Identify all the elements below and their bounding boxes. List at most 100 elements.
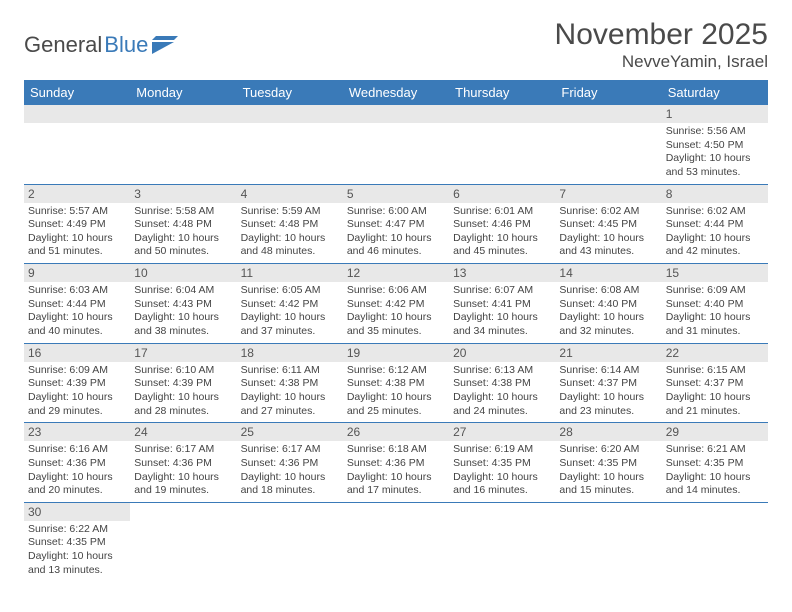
calendar-week-row: 16Sunrise: 6:09 AMSunset: 4:39 PMDayligh… (24, 343, 768, 423)
sunset-text: Sunset: 4:35 PM (559, 457, 657, 471)
calendar-day-cell (555, 105, 661, 184)
sunset-text: Sunset: 4:44 PM (666, 218, 764, 232)
sunrise-text: Sunrise: 6:17 AM (241, 443, 339, 457)
calendar-day-cell: 30Sunrise: 6:22 AMSunset: 4:35 PMDayligh… (24, 502, 130, 581)
logo-text-2: Blue (104, 32, 148, 58)
day-number: 29 (662, 423, 768, 441)
day-number: 4 (237, 185, 343, 203)
sunset-text: Sunset: 4:38 PM (241, 377, 339, 391)
sunrise-text: Sunrise: 6:01 AM (453, 205, 551, 219)
sunrise-text: Sunrise: 6:15 AM (666, 364, 764, 378)
location: NevveYamin, Israel (555, 52, 768, 72)
day-content: Sunrise: 6:05 AMSunset: 4:42 PMDaylight:… (237, 282, 343, 343)
day-number-blank (343, 105, 449, 123)
calendar-week-row: 23Sunrise: 6:16 AMSunset: 4:36 PMDayligh… (24, 423, 768, 503)
weekday-header: Sunday (24, 80, 130, 105)
sunrise-text: Sunrise: 6:17 AM (134, 443, 232, 457)
calendar-day-cell: 20Sunrise: 6:13 AMSunset: 4:38 PMDayligh… (449, 343, 555, 423)
sunrise-text: Sunrise: 6:13 AM (453, 364, 551, 378)
calendar-day-cell: 10Sunrise: 6:04 AMSunset: 4:43 PMDayligh… (130, 264, 236, 344)
sunrise-text: Sunrise: 6:08 AM (559, 284, 657, 298)
day-number: 25 (237, 423, 343, 441)
sunset-text: Sunset: 4:36 PM (28, 457, 126, 471)
sunrise-text: Sunrise: 6:18 AM (347, 443, 445, 457)
weekday-header: Wednesday (343, 80, 449, 105)
calendar-day-cell: 18Sunrise: 6:11 AMSunset: 4:38 PMDayligh… (237, 343, 343, 423)
day-number: 9 (24, 264, 130, 282)
sunset-text: Sunset: 4:35 PM (666, 457, 764, 471)
day-number: 14 (555, 264, 661, 282)
day-content: Sunrise: 6:02 AMSunset: 4:44 PMDaylight:… (662, 203, 768, 264)
day-number: 18 (237, 344, 343, 362)
day-number: 22 (662, 344, 768, 362)
sunrise-text: Sunrise: 6:22 AM (28, 523, 126, 537)
day-number: 10 (130, 264, 236, 282)
day-content: Sunrise: 6:15 AMSunset: 4:37 PMDaylight:… (662, 362, 768, 423)
sunrise-text: Sunrise: 6:02 AM (666, 205, 764, 219)
day-number-blank (555, 105, 661, 123)
sunrise-text: Sunrise: 6:14 AM (559, 364, 657, 378)
daylight-text: Daylight: 10 hours and 15 minutes. (559, 471, 657, 498)
weekday-header: Thursday (449, 80, 555, 105)
weekday-header: Saturday (662, 80, 768, 105)
sunrise-text: Sunrise: 6:21 AM (666, 443, 764, 457)
day-content: Sunrise: 6:08 AMSunset: 4:40 PMDaylight:… (555, 282, 661, 343)
sunset-text: Sunset: 4:41 PM (453, 298, 551, 312)
calendar-day-cell: 8Sunrise: 6:02 AMSunset: 4:44 PMDaylight… (662, 184, 768, 264)
calendar-day-cell: 23Sunrise: 6:16 AMSunset: 4:36 PMDayligh… (24, 423, 130, 503)
day-content: Sunrise: 6:20 AMSunset: 4:35 PMDaylight:… (555, 441, 661, 502)
calendar-day-cell: 13Sunrise: 6:07 AMSunset: 4:41 PMDayligh… (449, 264, 555, 344)
day-content: Sunrise: 6:17 AMSunset: 4:36 PMDaylight:… (237, 441, 343, 502)
daylight-text: Daylight: 10 hours and 48 minutes. (241, 232, 339, 259)
calendar-day-cell: 9Sunrise: 6:03 AMSunset: 4:44 PMDaylight… (24, 264, 130, 344)
calendar-week-row: 2Sunrise: 5:57 AMSunset: 4:49 PMDaylight… (24, 184, 768, 264)
sunset-text: Sunset: 4:37 PM (666, 377, 764, 391)
calendar-day-cell: 15Sunrise: 6:09 AMSunset: 4:40 PMDayligh… (662, 264, 768, 344)
sunrise-text: Sunrise: 6:03 AM (28, 284, 126, 298)
sunset-text: Sunset: 4:40 PM (559, 298, 657, 312)
sunrise-text: Sunrise: 6:09 AM (666, 284, 764, 298)
calendar-day-cell: 28Sunrise: 6:20 AMSunset: 4:35 PMDayligh… (555, 423, 661, 503)
daylight-text: Daylight: 10 hours and 25 minutes. (347, 391, 445, 418)
sunrise-text: Sunrise: 6:04 AM (134, 284, 232, 298)
calendar-day-cell (24, 105, 130, 184)
day-content: Sunrise: 6:10 AMSunset: 4:39 PMDaylight:… (130, 362, 236, 423)
day-content: Sunrise: 5:58 AMSunset: 4:48 PMDaylight:… (130, 203, 236, 264)
day-content: Sunrise: 6:09 AMSunset: 4:40 PMDaylight:… (662, 282, 768, 343)
calendar-day-cell: 27Sunrise: 6:19 AMSunset: 4:35 PMDayligh… (449, 423, 555, 503)
day-number-blank (237, 105, 343, 123)
day-content: Sunrise: 6:03 AMSunset: 4:44 PMDaylight:… (24, 282, 130, 343)
calendar-day-cell: 6Sunrise: 6:01 AMSunset: 4:46 PMDaylight… (449, 184, 555, 264)
calendar-week-row: 9Sunrise: 6:03 AMSunset: 4:44 PMDaylight… (24, 264, 768, 344)
sunset-text: Sunset: 4:43 PM (134, 298, 232, 312)
day-number: 7 (555, 185, 661, 203)
day-number: 26 (343, 423, 449, 441)
calendar-day-cell (130, 502, 236, 581)
sunset-text: Sunset: 4:36 PM (241, 457, 339, 471)
daylight-text: Daylight: 10 hours and 42 minutes. (666, 232, 764, 259)
sunset-text: Sunset: 4:50 PM (666, 139, 764, 153)
day-content: Sunrise: 6:19 AMSunset: 4:35 PMDaylight:… (449, 441, 555, 502)
daylight-text: Daylight: 10 hours and 16 minutes. (453, 471, 551, 498)
day-number: 20 (449, 344, 555, 362)
sunset-text: Sunset: 4:44 PM (28, 298, 126, 312)
weekday-header: Tuesday (237, 80, 343, 105)
calendar-day-cell: 21Sunrise: 6:14 AMSunset: 4:37 PMDayligh… (555, 343, 661, 423)
daylight-text: Daylight: 10 hours and 13 minutes. (28, 550, 126, 577)
calendar-day-cell (237, 105, 343, 184)
sunset-text: Sunset: 4:35 PM (28, 536, 126, 550)
calendar-day-cell: 2Sunrise: 5:57 AMSunset: 4:49 PMDaylight… (24, 184, 130, 264)
logo: GeneralBlue (24, 32, 178, 58)
calendar-day-cell: 24Sunrise: 6:17 AMSunset: 4:36 PMDayligh… (130, 423, 236, 503)
sunrise-text: Sunrise: 5:58 AM (134, 205, 232, 219)
day-content: Sunrise: 5:57 AMSunset: 4:49 PMDaylight:… (24, 203, 130, 264)
day-content: Sunrise: 6:12 AMSunset: 4:38 PMDaylight:… (343, 362, 449, 423)
daylight-text: Daylight: 10 hours and 27 minutes. (241, 391, 339, 418)
daylight-text: Daylight: 10 hours and 18 minutes. (241, 471, 339, 498)
sunrise-text: Sunrise: 6:16 AM (28, 443, 126, 457)
daylight-text: Daylight: 10 hours and 45 minutes. (453, 232, 551, 259)
calendar-day-cell: 3Sunrise: 5:58 AMSunset: 4:48 PMDaylight… (130, 184, 236, 264)
month-title: November 2025 (555, 18, 768, 52)
logo-flag-icon (152, 36, 178, 54)
daylight-text: Daylight: 10 hours and 34 minutes. (453, 311, 551, 338)
